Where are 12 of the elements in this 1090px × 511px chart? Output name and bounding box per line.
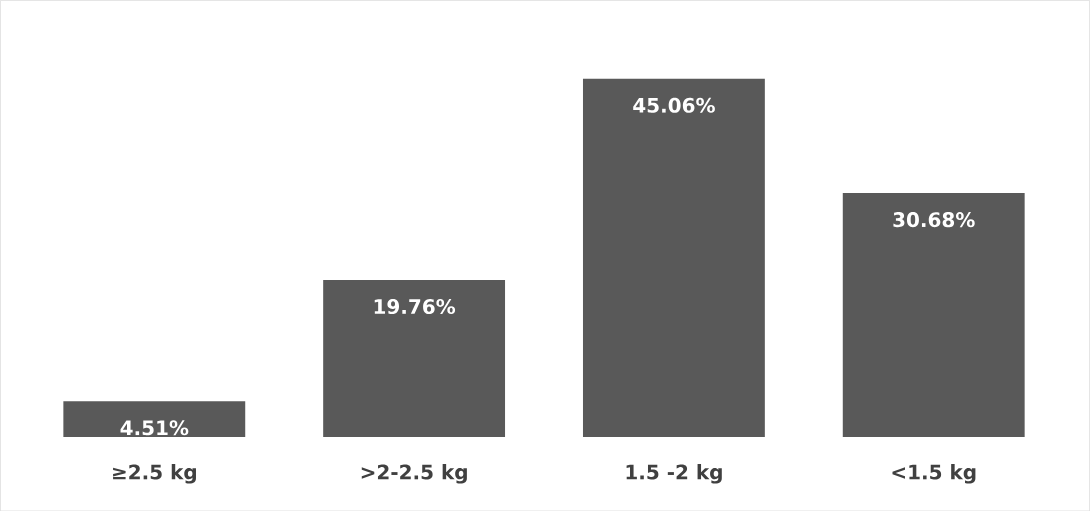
bar: [582, 78, 765, 437]
data-label: 4.51%: [120, 420, 189, 436]
bar: [323, 279, 506, 437]
data-label: 45.06%: [633, 97, 715, 113]
bar: [842, 192, 1025, 437]
data-label: 30.68%: [893, 211, 975, 228]
data-label: 19.76%: [374, 298, 456, 314]
x-tick-label: >2-2.5 kg: [361, 463, 467, 484]
x-tick-label: <1.5 kg: [892, 463, 976, 484]
x-tick-label: 1.5 -2 kg: [626, 463, 722, 484]
bar: [63, 400, 246, 437]
x-tick-label: ≥2.5 kg: [113, 463, 196, 484]
